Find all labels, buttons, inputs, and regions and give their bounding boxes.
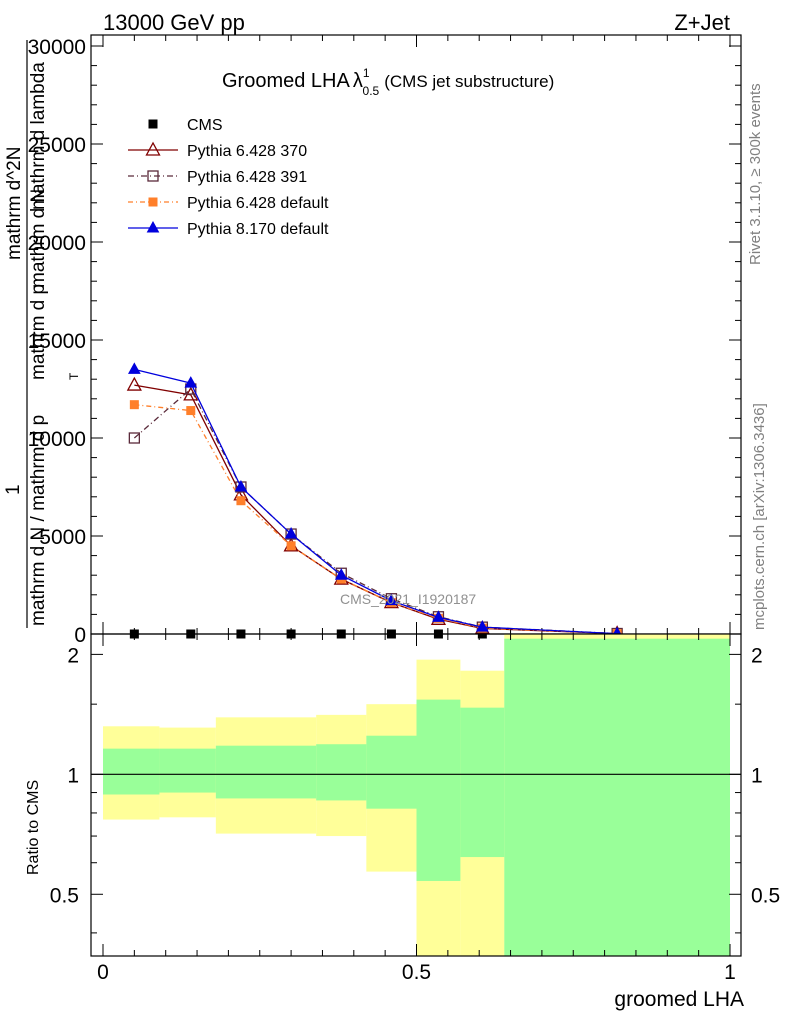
marker-square-open bbox=[128, 432, 141, 444]
legend-label: Pythia 6.428 391 bbox=[187, 169, 307, 186]
title-lambda: λ bbox=[353, 70, 363, 92]
main-ytick-label: 20000 bbox=[28, 232, 86, 255]
ratio-band-green bbox=[460, 707, 505, 858]
main-ytick-label: 0 bbox=[74, 624, 86, 647]
ratio-ytick-label-left: 2 bbox=[67, 644, 79, 667]
main-ytick-label: 30000 bbox=[28, 36, 86, 59]
ratio-band-green bbox=[159, 748, 216, 793]
marker-square bbox=[186, 406, 196, 416]
marker-square bbox=[148, 119, 158, 129]
ratio-ytick-label-right: 2 bbox=[751, 644, 763, 667]
ratio-frame bbox=[90, 633, 742, 957]
title-main: Groomed LHA bbox=[222, 70, 350, 92]
side-mcplots: mcplots.cern.ch [arXiv:1306.3436] bbox=[751, 403, 768, 630]
legend-label: Pythia 6.428 370 bbox=[187, 143, 307, 160]
x-tick-label: 1 bbox=[724, 961, 736, 984]
title-sup: 1 bbox=[363, 66, 370, 80]
x-tick-label: 0 bbox=[97, 961, 109, 984]
header-right: Z+Jet bbox=[674, 10, 730, 35]
marker-square bbox=[286, 541, 296, 551]
plot-title: Groomed LHA λ1 0.5 (CMS jet substructure) bbox=[222, 66, 554, 98]
ratio-bands bbox=[103, 634, 730, 956]
marker-square-open bbox=[147, 170, 159, 182]
marker-triangle bbox=[128, 362, 141, 374]
ylabel-right-c: mathrm d lambda bbox=[28, 62, 49, 210]
main-ytick-label: 5000 bbox=[39, 526, 86, 549]
ratio-ticks: 0.5 0.5 1 1 2 2 0 0.5 1 bbox=[50, 634, 780, 984]
ratio-band-green bbox=[504, 638, 730, 956]
ylabel-right-a: mathrm d^2N bbox=[4, 147, 25, 260]
marker-triangle bbox=[234, 479, 248, 492]
main-ytick-label: 15000 bbox=[28, 330, 86, 353]
ratio-band-green bbox=[316, 744, 367, 801]
x-tick-label: 0.5 bbox=[402, 961, 431, 984]
legend: CMS Pythia 6.428 370 Pythia 6.428 391 Pythi… bbox=[128, 117, 329, 238]
main-ticks: 0 5000 10000 15000 20000 25000 30000 bbox=[28, 35, 741, 647]
marker-triangle bbox=[432, 610, 445, 622]
ratio-ytick-label-right: 1 bbox=[751, 764, 763, 787]
x-axis-label: groomed LHA bbox=[614, 988, 744, 1011]
legend-label: Pythia 8.170 default bbox=[187, 221, 329, 238]
series-line bbox=[134, 404, 618, 635]
watermark: CMS_2021_I1920187 bbox=[340, 591, 476, 607]
ratio-band-green bbox=[103, 748, 160, 795]
ratio-band-green bbox=[416, 699, 461, 881]
series-4 bbox=[128, 362, 624, 639]
ylabel-sub-t: T bbox=[67, 372, 81, 380]
marker-triangle-open bbox=[126, 376, 142, 391]
legend-label: Pythia 6.428 default bbox=[187, 195, 329, 212]
main-ytick-label: 25000 bbox=[28, 134, 86, 157]
ratio-ylabel: Ratio to CMS bbox=[25, 780, 42, 875]
legend-entry: CMS bbox=[148, 117, 223, 134]
title-note: (CMS jet substructure) bbox=[384, 72, 554, 91]
ratio-band-green bbox=[215, 745, 317, 799]
legend-label: CMS bbox=[187, 117, 223, 134]
ylabel-numer-b: mathrm d N bbox=[28, 189, 49, 288]
ylabel-right-b: mathrm d p bbox=[28, 284, 49, 380]
title-sub: 0.5 bbox=[363, 84, 380, 98]
ylabel-one: 1 bbox=[3, 484, 24, 495]
main-ylabel: 1 mathrm d N / mathrm d p mathrm d N mat… bbox=[3, 40, 81, 628]
marker-triangle-open bbox=[145, 141, 161, 156]
ratio-ytick-label-right: 0.5 bbox=[751, 884, 780, 907]
header-left: 13000 GeV pp bbox=[103, 10, 245, 35]
marker-triangle bbox=[284, 527, 298, 539]
marker-triangle bbox=[184, 376, 198, 388]
marker-triangle bbox=[385, 593, 398, 606]
marker-square bbox=[129, 400, 139, 410]
legend-entry: Pythia 6.428 391 bbox=[128, 169, 307, 186]
legend-entry: Pythia 8.170 default bbox=[128, 220, 329, 238]
marker-triangle bbox=[334, 568, 348, 580]
legend-entry: Pythia 6.428 default bbox=[128, 195, 329, 212]
marker-triangle bbox=[475, 620, 489, 632]
marker-square bbox=[236, 496, 246, 506]
main-ytick-label: 10000 bbox=[28, 428, 86, 451]
ylabel-numer-a: mathrm d N / mathrm d p bbox=[28, 415, 49, 626]
ratio-ytick-label-left: 0.5 bbox=[50, 884, 79, 907]
marker-triangle bbox=[146, 220, 160, 233]
legend-entry: Pythia 6.428 370 bbox=[128, 141, 307, 160]
side-rivet: Rivet 3.1.10, ≥ 300k events bbox=[747, 83, 764, 265]
ratio-ytick-label-left: 1 bbox=[67, 764, 79, 787]
ratio-band-green bbox=[366, 735, 417, 809]
marker-square bbox=[148, 197, 158, 207]
